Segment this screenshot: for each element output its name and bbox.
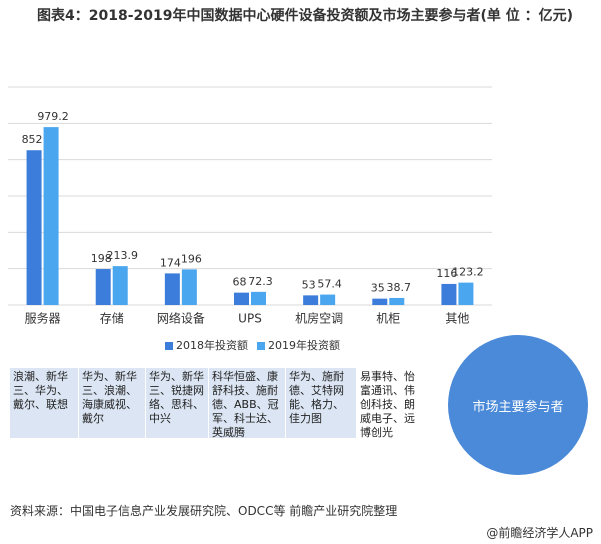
value-label: 116 <box>436 267 457 280</box>
bar <box>458 282 474 305</box>
x-tick-label: 机房空调 <box>295 311 343 326</box>
participant-cell: 华为、施耐德、艾特网能、格力、佳力图 <box>286 368 356 438</box>
value-label: 123.2 <box>452 266 484 279</box>
participant-cell: 浪潮、新华三、华为、戴尔、联想 <box>10 368 78 438</box>
source: 资料来源：中国电子信息产业发展研究院、ODCC等 前瞻产业研究院整理 <box>10 504 398 518</box>
value-label: 213.9 <box>106 249 138 262</box>
x-tick-label: 网络设备 <box>157 311 205 326</box>
footer: @前瞻经济学人APP <box>486 526 593 540</box>
chart-title: 图表4：2018-2019年中国数据中心硬件设备投资额及市场主要参与者(单 位 … <box>36 8 574 24</box>
participant-cell: 华为、新华三、浪潮、海康威视、戴尔 <box>79 368 145 438</box>
value-label: 198 <box>91 252 112 265</box>
x-tick-label: 机柜 <box>376 312 400 326</box>
value-label: 72.3 <box>248 275 273 288</box>
bar <box>441 283 457 305</box>
legend-swatch <box>165 342 173 350</box>
participant-cell: 科华恒盛、康舒科技、施耐德、ABB、冠军、科士达、英威腾 <box>209 368 285 438</box>
participant-cell: 华为、新华三、锐捷网络、思科、中兴 <box>146 368 208 438</box>
bar <box>26 150 42 305</box>
value-label: 196 <box>181 252 202 265</box>
bar <box>43 127 59 305</box>
legend-label: 2019年投资额 <box>268 338 340 352</box>
legend-label: 2018年投资额 <box>176 338 248 352</box>
bar <box>372 298 388 305</box>
bar <box>181 269 197 305</box>
participants-label: 市场主要参与者 <box>448 335 588 475</box>
bar <box>112 266 128 305</box>
value-label: 38.7 <box>387 281 412 294</box>
x-tick-label: UPS <box>238 312 262 326</box>
bar <box>320 294 336 305</box>
legend-swatch <box>257 342 265 350</box>
participant-cell: 易事特、怡富通讯、伟创科技、朗威电子、远博创光 <box>357 368 425 438</box>
value-label: 979.2 <box>37 110 69 123</box>
bar <box>389 297 405 305</box>
bar <box>303 295 319 305</box>
value-label: 852 <box>22 133 43 146</box>
x-tick-label: 其他 <box>445 312 469 326</box>
value-label: 53 <box>302 278 316 291</box>
bar <box>234 292 249 305</box>
bar <box>164 273 180 305</box>
x-tick-label: 存储 <box>100 311 124 326</box>
value-label: 35 <box>371 282 385 295</box>
value-label: 57.4 <box>317 278 342 291</box>
bar <box>251 291 266 305</box>
x-tick-label: 服务器 <box>25 311 61 326</box>
bar <box>95 269 111 305</box>
value-label: 174 <box>160 256 181 269</box>
value-label: 68 <box>233 276 247 289</box>
